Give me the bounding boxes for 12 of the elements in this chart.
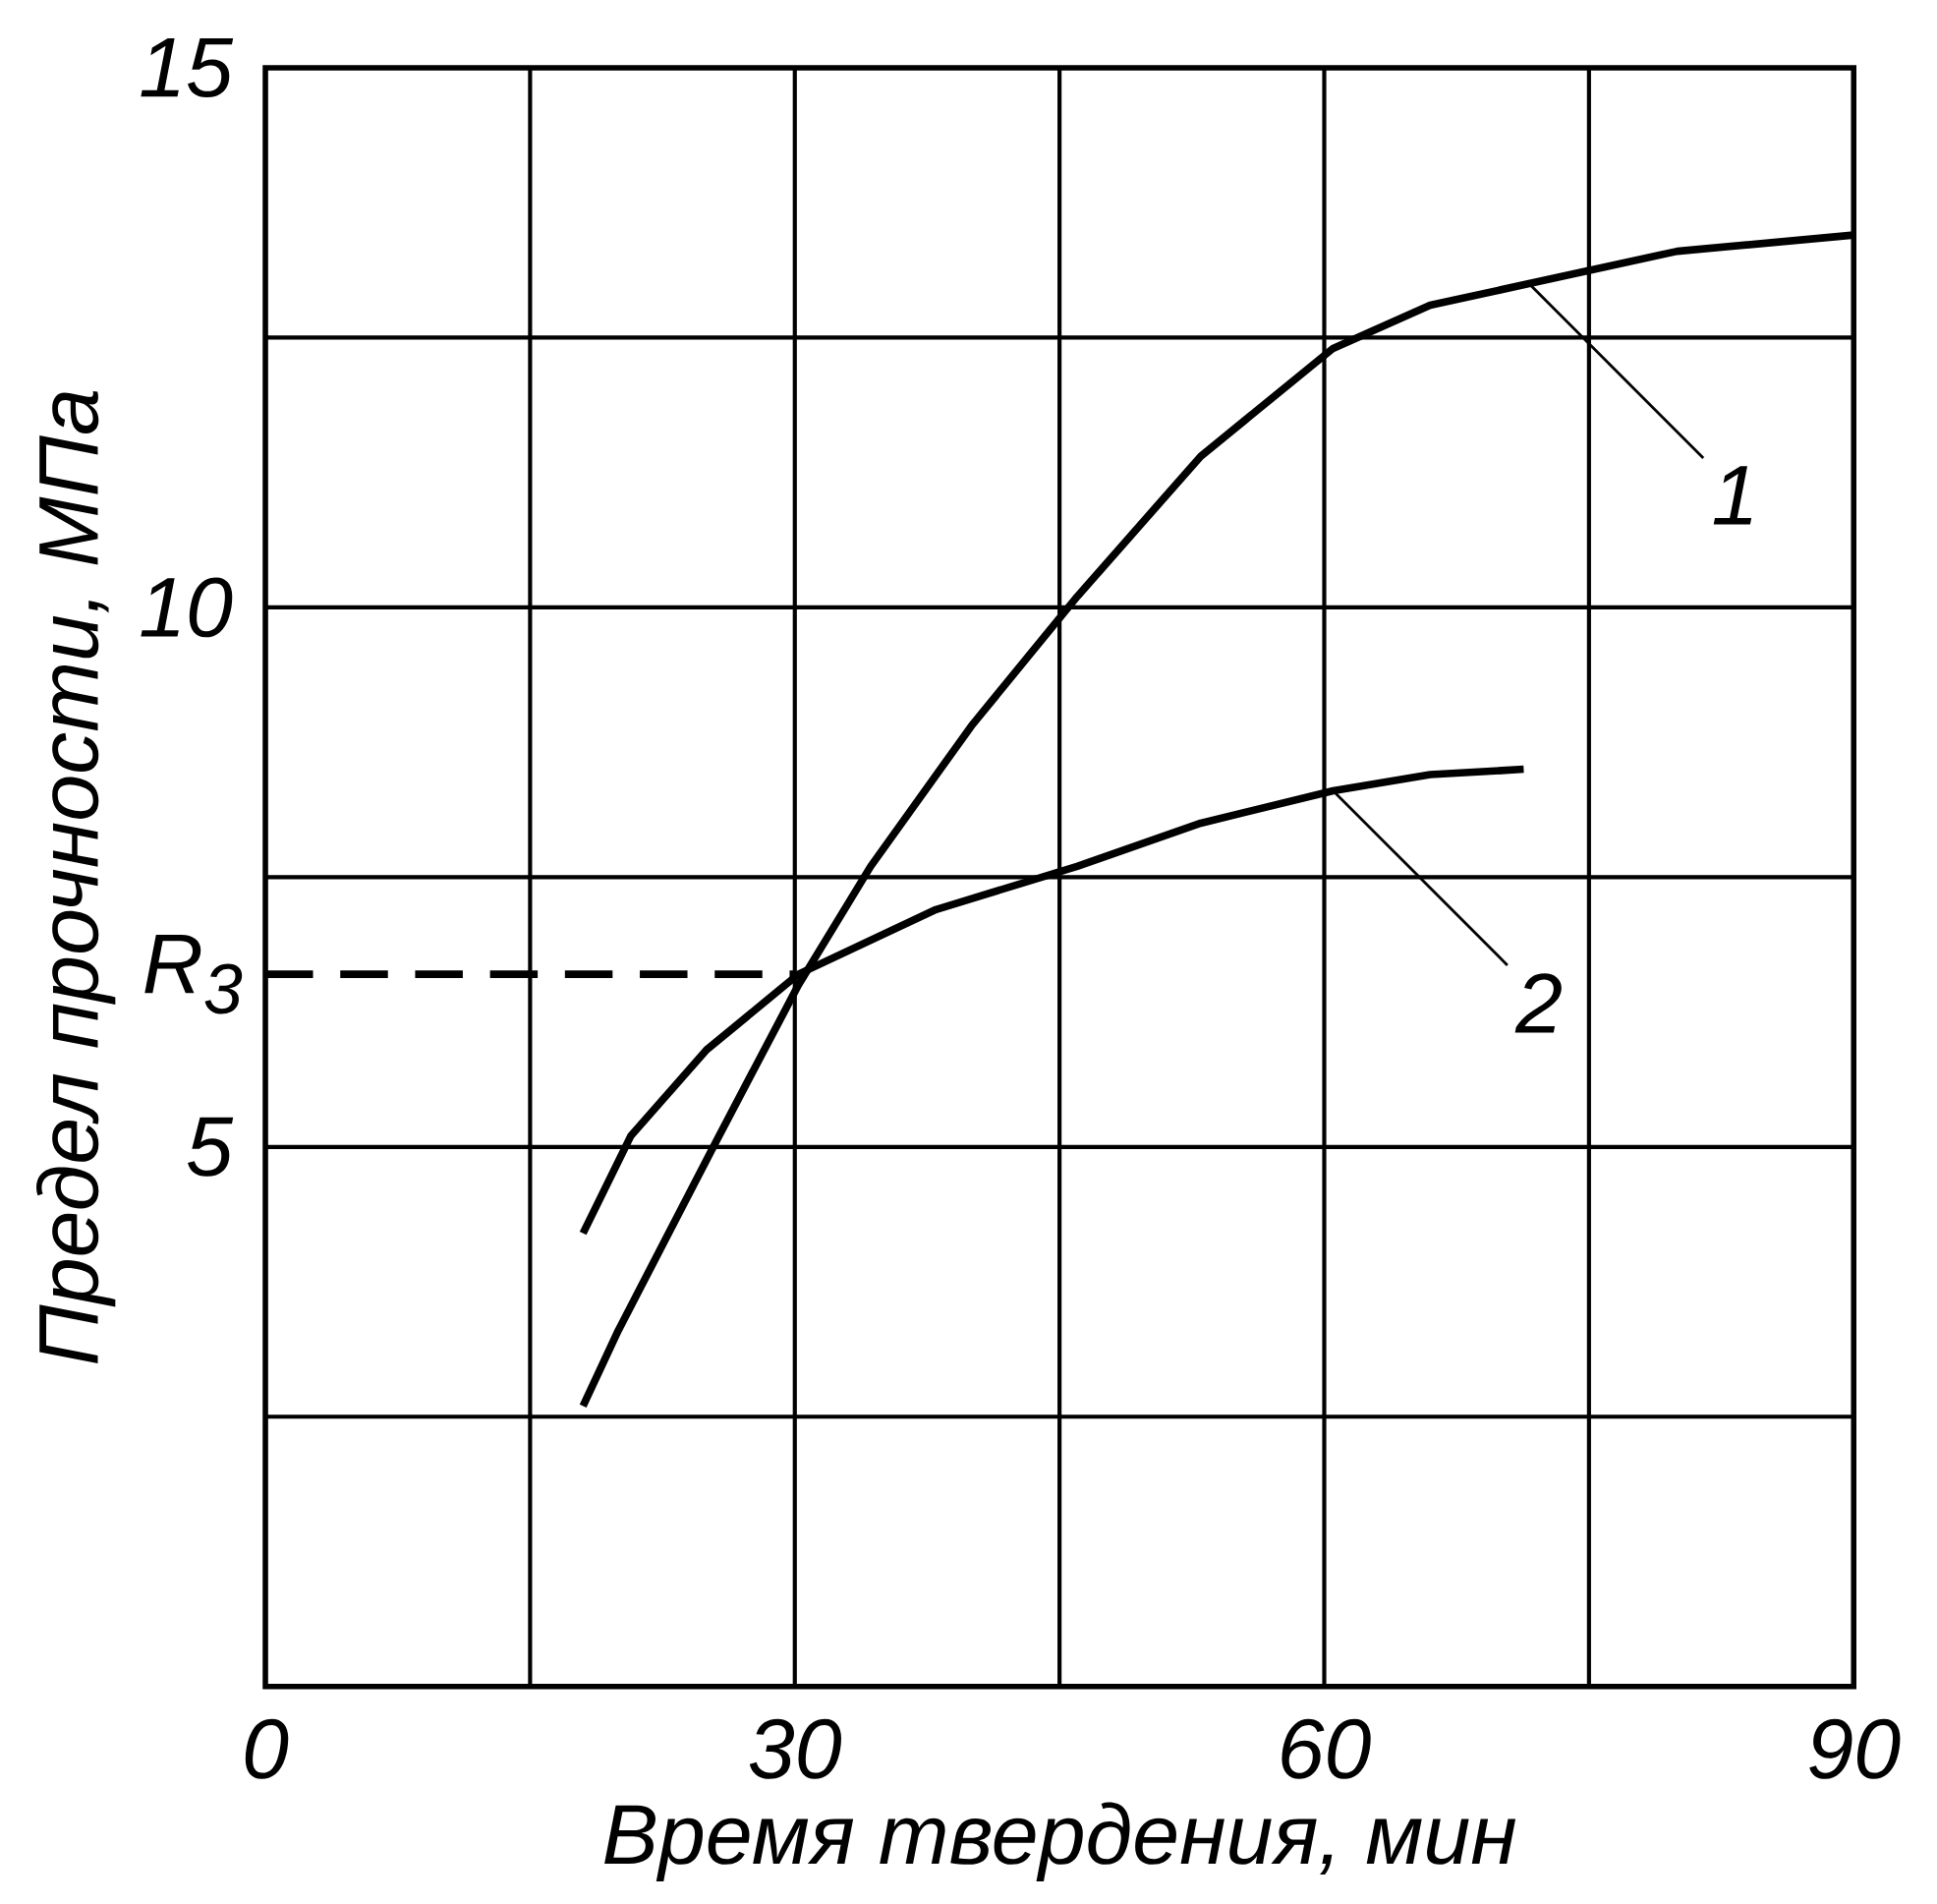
y-tick-label: 10 xyxy=(141,577,233,638)
annotation: R$_{3}$ xyxy=(144,934,243,1014)
x-tick-label: 0 xyxy=(245,1718,289,1779)
x-tick-label: 90 xyxy=(1809,1718,1901,1779)
x-axis-title: Время твердения, мин xyxy=(604,1802,1516,1881)
y-tick-label: 15 xyxy=(141,37,234,97)
text: 1 xyxy=(1713,466,1752,525)
y-tick-label: 5 xyxy=(188,1117,234,1177)
text: 2 xyxy=(1514,973,1562,1033)
x-tick-label: 30 xyxy=(749,1718,841,1779)
y-axis-title: Предел прочности, МПа xyxy=(36,390,116,1363)
x-tick-label: 60 xyxy=(1282,1718,1371,1779)
